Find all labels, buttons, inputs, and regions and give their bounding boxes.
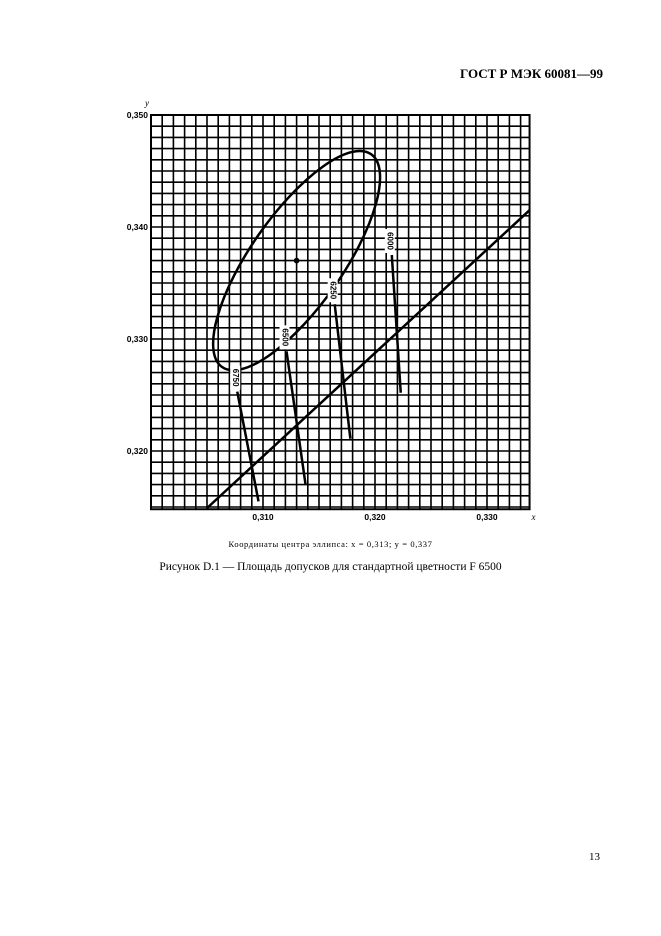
y-axis-label: y [144, 98, 149, 108]
y-tick-label: 0,330 [127, 334, 149, 344]
planckian-locus-line [206, 209, 531, 510]
isotemperature-label: 6500 [280, 328, 289, 346]
x-tick-label: 0,320 [364, 512, 386, 522]
y-tick-label: 0,340 [127, 222, 149, 232]
isotemperature-label: 6000 [386, 232, 395, 250]
isotemperature-label: 6250 [329, 281, 338, 299]
isotemperature-line [285, 351, 307, 485]
isotemperature-label-bg [327, 278, 338, 303]
ellipse-center-point [293, 257, 300, 264]
isotemperature-label-bg [279, 325, 290, 350]
isotemperature-label: 6750 [231, 369, 240, 387]
y-tick-label: 0,320 [127, 446, 149, 456]
isotemperature-line [236, 391, 260, 502]
plot-frame [150, 114, 531, 511]
document-header: ГОСТ Р МЭК 60081—99 [460, 66, 603, 81]
x-tick-label: 0,310 [252, 512, 274, 522]
isotemperature-line [390, 254, 403, 393]
isotemperature-label-bg [230, 365, 241, 390]
figure-caption: Рисунок D.1 — Площадь допусков для станд… [159, 561, 502, 573]
isotemperature-label-bg [384, 229, 395, 253]
x-tick-label: 0,330 [476, 512, 498, 522]
ellipse-center-note: Координаты центра эллипса: x = 0,313; y … [228, 539, 433, 549]
isotemperature-line [333, 304, 352, 439]
page-number: 13 [589, 851, 600, 863]
y-tick-label: 0,350 [127, 110, 149, 120]
x-axis-label: x [531, 512, 536, 522]
